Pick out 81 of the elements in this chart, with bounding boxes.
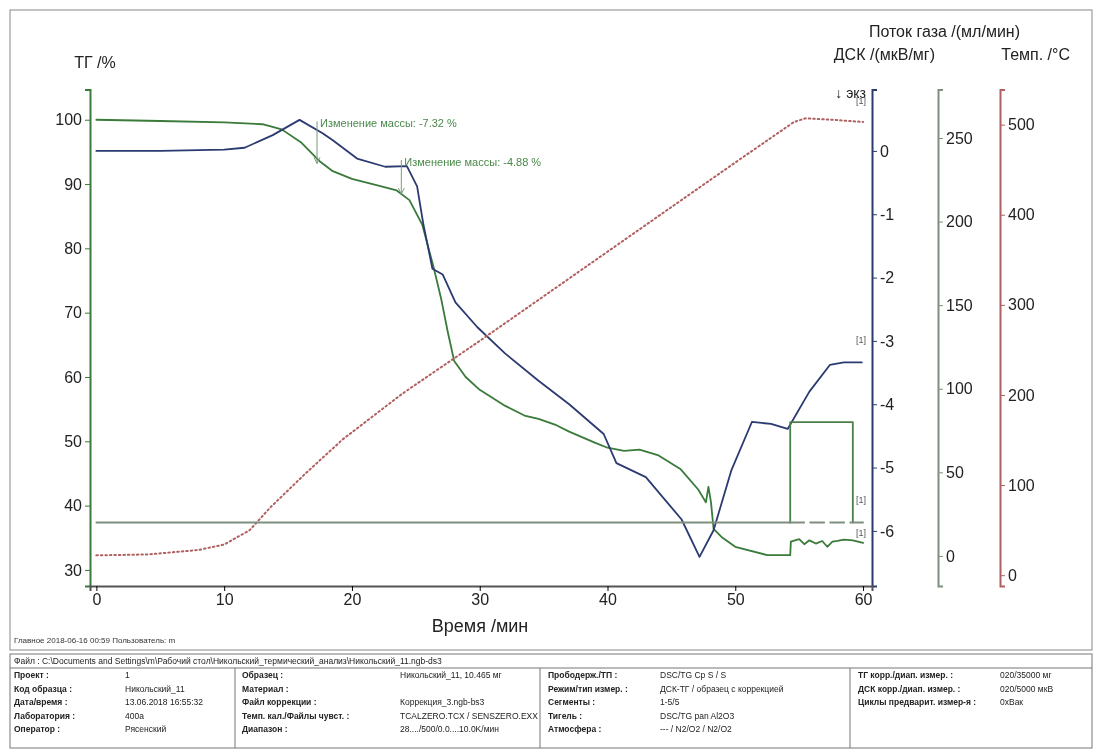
y2-tick-label: 0 <box>880 142 889 160</box>
y2-tick-label: -2 <box>880 269 895 287</box>
x-tick-label: 30 <box>471 591 490 609</box>
text: 400а <box>125 710 145 721</box>
y2-tick-label: -6 <box>880 522 895 540</box>
y-axis-title: Темп. /°C <box>1001 46 1070 63</box>
y-tick-label: 40 <box>64 497 83 515</box>
y-tick-label: 50 <box>946 463 964 481</box>
y-tick-label: 200 <box>946 213 973 231</box>
x-tick-label: 20 <box>343 591 362 609</box>
y2-axis-title: ДСК /(мкВ/мг) <box>833 46 935 63</box>
annotation: [1] <box>856 528 867 538</box>
text: Оператор : <box>14 724 61 734</box>
y-tick-label: 50 <box>64 432 83 450</box>
y-tick-label: 300 <box>1008 296 1035 314</box>
text: Диапазон : <box>242 724 288 734</box>
y-tick-label: 60 <box>64 368 83 386</box>
y-tick-label: 70 <box>64 304 83 322</box>
text: DSC/TG pan Al2O3 <box>660 710 735 721</box>
y-tick-label: 100 <box>55 111 83 129</box>
text: Файл : C:\Documents and Settings\m\Рабочий стол\Никольский_термический_анализ\Никольский_11.ngb-ds3 <box>14 656 443 666</box>
text: 020/5000 мкВ <box>1000 683 1054 694</box>
y-tick-label: 30 <box>64 561 83 579</box>
y2-tick-label: -3 <box>880 332 895 350</box>
y-tick-label: 250 <box>946 129 973 147</box>
text: 0хВак <box>1000 697 1024 707</box>
y-tick-label: 100 <box>1008 476 1035 494</box>
x-tick-label: 10 <box>215 591 234 609</box>
y2-tick-label: -5 <box>880 459 895 477</box>
text: Атмосфера : <box>548 724 602 734</box>
y-axis-title: ТГ /% <box>74 54 116 71</box>
annotation: [1] <box>856 335 867 345</box>
x-tick-label: 40 <box>599 591 617 609</box>
y-tick-label: 400 <box>1008 206 1035 224</box>
text: Прободерж./ТП : <box>548 670 618 680</box>
text: 1 <box>125 670 130 680</box>
text: --- / N2/O2 / N2/O2 <box>660 724 733 734</box>
y-tick-label: 80 <box>64 239 83 257</box>
text: 020/35000 мг <box>1000 670 1052 680</box>
x-tick-label: 60 <box>854 591 873 609</box>
text: 1-5/5 <box>660 697 680 707</box>
annotation: Изменение массы: -7.32 % <box>320 117 458 130</box>
y-tick-label: 0 <box>1008 566 1017 584</box>
text: TCALZERO.TCX / SENSZERO.EXX <box>400 710 539 721</box>
text: Никольский_11, 10.465 мг <box>400 670 502 680</box>
text: Лаборатория : <box>14 710 76 721</box>
text: ДСК-ТГ / образец с коррекцией <box>660 683 784 694</box>
text: Рясенский <box>125 724 167 734</box>
text: ДСК корр./диап. измер. : <box>858 683 961 694</box>
text: Циклы предварит. измер-я : <box>858 697 977 707</box>
text: Главное 2018-06-16 00:59 Пользователь: m <box>14 636 176 645</box>
annotation: [1] <box>856 495 867 505</box>
text: Темп. кал./Файлы чувст. : <box>242 710 350 721</box>
text: 13.06.2018 16:55:32 <box>125 697 204 707</box>
y-tick-label: 100 <box>946 380 973 398</box>
x-tick-label: 50 <box>726 591 745 609</box>
text: Тигель : <box>548 710 583 721</box>
text: Материал : <box>242 683 289 694</box>
text: Коррекция_3.ngb-bs3 <box>400 697 485 707</box>
y-tick-label: 200 <box>1008 386 1035 404</box>
text: Образец : <box>242 670 284 680</box>
text: ТГ корр./диап. измер. : <box>858 670 954 680</box>
text: Сегменты : <box>548 697 596 707</box>
text: Дата/время : <box>14 697 68 707</box>
annotation: Изменение массы: -4.88 % <box>404 156 542 169</box>
text: Никольский_11 <box>125 683 185 694</box>
x-axis-title: Время /мин <box>431 616 529 636</box>
y-axis-title: Поток газа /(мл/мин) <box>868 23 1020 40</box>
y-tick-label: 0 <box>946 547 955 565</box>
text: Файл коррекции : <box>242 697 317 707</box>
y-tick-label: 90 <box>64 175 83 193</box>
text: 28..../500/0.0....10.0K/мин <box>400 724 500 734</box>
text: Режим/тип измер. : <box>548 683 629 694</box>
y-tick-label: 500 <box>1008 116 1035 134</box>
text: Код образца : <box>14 683 73 694</box>
y2-tick-label: -1 <box>880 205 895 223</box>
text: Проект : <box>14 670 49 680</box>
y-tick-label: 150 <box>946 296 973 314</box>
y2-tick-label: -4 <box>880 395 895 413</box>
x-tick-label: 0 <box>92 591 102 609</box>
text: DSC/TG Cp S / S <box>660 670 727 680</box>
